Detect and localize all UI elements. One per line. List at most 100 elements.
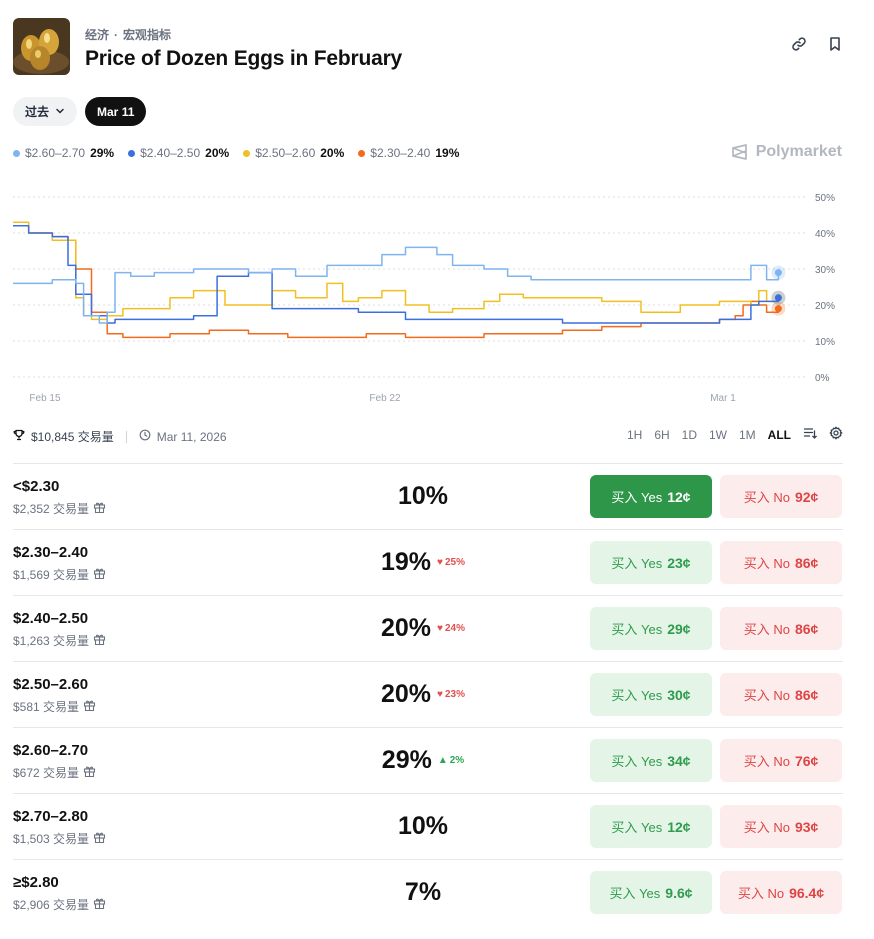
buy-yes-button[interactable]: 买入 Yes 12¢ xyxy=(590,805,712,848)
outcome-name: $2.30–2.40 xyxy=(13,544,89,561)
legend-pct: 20% xyxy=(205,146,230,160)
polymarket-logo: Polymarket xyxy=(731,143,842,161)
buy-no-button[interactable]: 买入 No 93¢ xyxy=(720,805,842,848)
past-dropdown-label: 过去 xyxy=(25,105,50,119)
buy-yes-button[interactable]: 买入 Yes 29¢ xyxy=(590,607,712,650)
buy-no-price: 76¢ xyxy=(794,752,819,769)
end-date: Mar 11, 2026 xyxy=(156,429,227,444)
y-tick-label: 30% xyxy=(815,265,835,276)
outcome-volume-text: $1,263 交易量 xyxy=(13,634,90,648)
settings-gear-icon[interactable] xyxy=(829,426,843,443)
gift-icon[interactable] xyxy=(83,699,96,715)
outcome-name: $2.60–2.70 xyxy=(13,742,89,759)
outcome-probability: 7% xyxy=(353,878,493,907)
heart-down-icon: ♥ xyxy=(437,689,443,700)
buy-yes-label: 买入 Yes xyxy=(611,490,663,505)
series-endpoint xyxy=(774,305,782,313)
sort-icon[interactable] xyxy=(803,426,817,443)
outcome-row[interactable]: $2.70–2.80 $1,503 交易量 10% 买入 Yes 12¢ 买入 … xyxy=(13,793,843,859)
legend-range: $2.40–2.50 xyxy=(140,146,201,160)
timeframe-1h[interactable]: 1H xyxy=(626,427,643,442)
outcome-probability: 29% ▲ 2% xyxy=(353,746,493,775)
outcome-name: $2.70–2.80 xyxy=(13,808,89,825)
buy-yes-price: 29¢ xyxy=(667,620,691,637)
gift-icon[interactable] xyxy=(93,897,106,913)
buy-yes-button[interactable]: 买入 Yes 34¢ xyxy=(590,739,712,782)
buy-no-label: 买入 No xyxy=(743,820,790,835)
buy-yes-button[interactable]: 买入 Yes 23¢ xyxy=(590,541,712,584)
buy-yes-label: 买入 Yes xyxy=(611,556,663,571)
buy-no-button[interactable]: 买入 No 76¢ xyxy=(720,739,842,782)
buy-yes-label: 买入 Yes xyxy=(611,688,663,703)
breadcrumb-economy[interactable]: 经济 xyxy=(85,28,110,42)
legend-range: $2.30–2.40 xyxy=(370,146,431,160)
breadcrumb-separator: · xyxy=(114,28,119,42)
outcome-row[interactable]: $2.40–2.50 $1,263 交易量 20% ♥ 24% 买入 Yes 29… xyxy=(13,595,843,661)
outcome-row[interactable]: ≥$2.80 $2,906 交易量 7% 买入 Yes 9.6¢ 买入 No 9… xyxy=(13,859,843,925)
x-tick-label: Mar 1 xyxy=(710,393,736,404)
timeframe-1d[interactable]: 1D xyxy=(681,427,697,442)
timeframe-6h[interactable]: 6H xyxy=(654,427,670,442)
chevron-down-icon xyxy=(55,105,65,119)
breadcrumb-macro-indicators[interactable]: 宏观指标 xyxy=(123,28,172,42)
series-line xyxy=(13,246,780,324)
buy-yes-price: 9.6¢ xyxy=(665,884,693,901)
probability-change: ♥ 25% xyxy=(437,557,465,568)
market-header: 经济 · 宏观指标 Price of Dozen Eggs in February xyxy=(13,18,843,78)
outcome-volume: $672 交易量 xyxy=(13,764,96,781)
buy-no-price: 86¢ xyxy=(794,686,819,703)
buy-yes-button[interactable]: 买入 Yes 30¢ xyxy=(590,673,712,716)
gift-icon[interactable] xyxy=(93,567,106,583)
timeframe-1m[interactable]: 1M xyxy=(739,427,756,442)
polymarket-icon xyxy=(731,144,747,160)
chart-legend: $2.60–2.70 29% $2.40–2.50 20% $2.50–2.60… xyxy=(13,146,459,160)
date-tab-mar-11[interactable]: Mar 11 xyxy=(85,97,147,126)
timeframe-1w[interactable]: 1W xyxy=(709,427,727,442)
series-line xyxy=(13,221,780,321)
legend-pct: 20% xyxy=(320,146,345,160)
outcome-volume: $2,906 交易量 xyxy=(13,896,106,913)
outcome-probability-value: 10% xyxy=(397,482,449,510)
outcome-row[interactable]: $2.60–2.70 $672 交易量 29% ▲ 2% 买入 Yes 34¢ 买… xyxy=(13,727,843,793)
outcome-volume: $581 交易量 xyxy=(13,698,96,715)
buy-no-button[interactable]: 买入 No 96.4¢ xyxy=(720,871,842,914)
buy-no-button[interactable]: 买入 No 86¢ xyxy=(720,607,842,650)
buy-yes-button[interactable]: 买入 Yes 9.6¢ xyxy=(590,871,712,914)
heart-down-icon: ♥ xyxy=(437,557,443,568)
y-tick-label: 10% xyxy=(815,337,835,348)
buy-no-button[interactable]: 买入 No 86¢ xyxy=(720,541,842,584)
probability-change: ♥ 23% xyxy=(437,689,465,700)
buy-no-button[interactable]: 买入 No 92¢ xyxy=(720,475,842,518)
outcome-row[interactable]: $2.30–2.40 $1,569 交易量 19% ♥ 25% 买入 Yes 23… xyxy=(13,529,843,595)
probability-change: ▲ 2% xyxy=(438,755,464,766)
outcome-volume: $1,569 交易量 xyxy=(13,566,106,583)
buy-yes-button[interactable]: 买入 Yes 12¢ xyxy=(590,475,712,518)
past-dropdown[interactable]: 过去 xyxy=(13,97,78,126)
gift-icon[interactable] xyxy=(93,501,106,517)
legend-pct: 19% xyxy=(435,146,460,160)
buy-no-label: 买入 No xyxy=(743,490,790,505)
buy-no-label: 买入 No xyxy=(737,886,785,901)
trophy-icon xyxy=(13,429,25,444)
link-icon[interactable] xyxy=(791,36,807,52)
outcome-volume-text: $581 交易量 xyxy=(13,700,80,714)
bookmark-icon[interactable] xyxy=(827,36,843,52)
outcome-row[interactable]: $2.50–2.60 $581 交易量 20% ♥ 23% 买入 Yes 30¢ … xyxy=(13,661,843,727)
outcome-name: $2.50–2.60 xyxy=(13,676,89,693)
triangle-up-icon: ▲ xyxy=(437,755,448,766)
page-title: Price of Dozen Eggs in February xyxy=(85,47,403,70)
outcome-probability: 20% ♥ 24% xyxy=(353,614,493,643)
clock-icon xyxy=(139,429,151,444)
outcome-volume: $1,503 交易量 xyxy=(13,830,106,847)
outcome-probability-value: 29% xyxy=(381,746,432,774)
buy-no-label: 买入 No xyxy=(743,688,790,703)
outcome-volume-text: $672 交易量 xyxy=(13,766,80,780)
buy-yes-price: 12¢ xyxy=(667,818,691,835)
gift-icon[interactable] xyxy=(93,831,106,847)
heart-down-icon: ♥ xyxy=(437,623,443,634)
gift-icon[interactable] xyxy=(93,633,106,649)
timeframe-all[interactable]: ALL xyxy=(767,427,791,442)
outcome-row[interactable]: <$2.30 $2,352 交易量 10% 买入 Yes 12¢ 买入 No 9… xyxy=(13,463,843,529)
gift-icon[interactable] xyxy=(83,765,96,781)
buy-no-button[interactable]: 买入 No 86¢ xyxy=(720,673,842,716)
